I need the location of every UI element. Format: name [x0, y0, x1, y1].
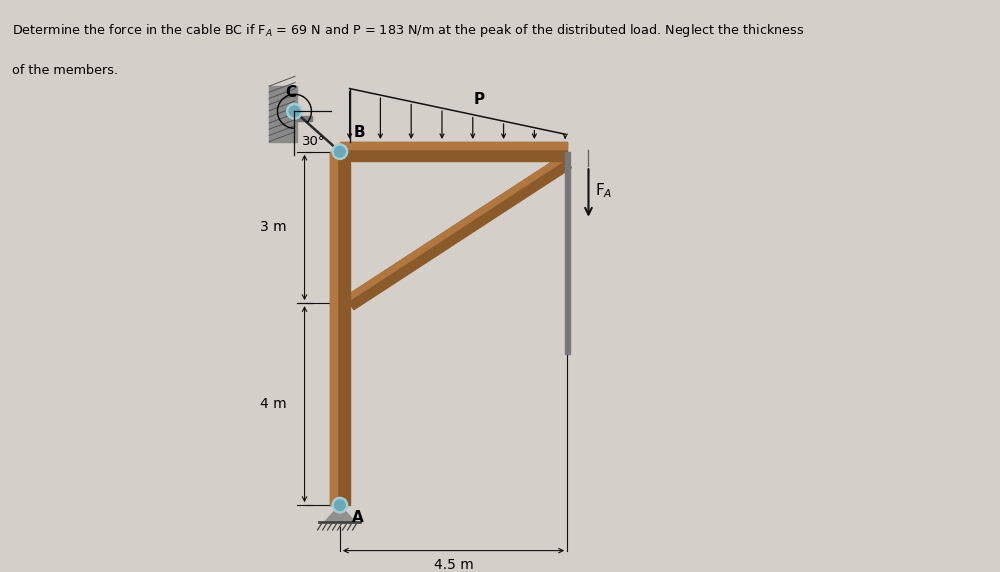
- Bar: [294, 116, 312, 121]
- Bar: [269, 86, 297, 142]
- Text: Determine the force in the cable BC if F$_A$ = 69 N and P = 183 N/m at the peak : Determine the force in the cable BC if F…: [12, 22, 804, 39]
- Circle shape: [332, 498, 348, 513]
- Circle shape: [335, 500, 345, 510]
- Polygon shape: [330, 152, 350, 505]
- Polygon shape: [345, 155, 566, 301]
- Text: 4.5 m: 4.5 m: [434, 558, 473, 572]
- Bar: [565, 152, 570, 353]
- Polygon shape: [330, 152, 337, 505]
- Text: F$_A$: F$_A$: [595, 181, 613, 200]
- Text: 30°: 30°: [302, 134, 326, 148]
- Text: 3 m: 3 m: [260, 220, 287, 235]
- Text: A: A: [352, 510, 363, 525]
- Circle shape: [332, 144, 348, 160]
- Polygon shape: [340, 142, 567, 161]
- Circle shape: [287, 104, 302, 119]
- Text: 4 m: 4 m: [260, 397, 287, 411]
- Text: C: C: [285, 85, 296, 100]
- Text: of the members.: of the members.: [12, 64, 118, 77]
- Circle shape: [289, 106, 300, 117]
- Polygon shape: [324, 505, 355, 522]
- Polygon shape: [340, 142, 567, 149]
- Circle shape: [335, 146, 345, 157]
- Text: P: P: [473, 92, 485, 107]
- Polygon shape: [345, 155, 571, 309]
- Text: B: B: [353, 125, 365, 140]
